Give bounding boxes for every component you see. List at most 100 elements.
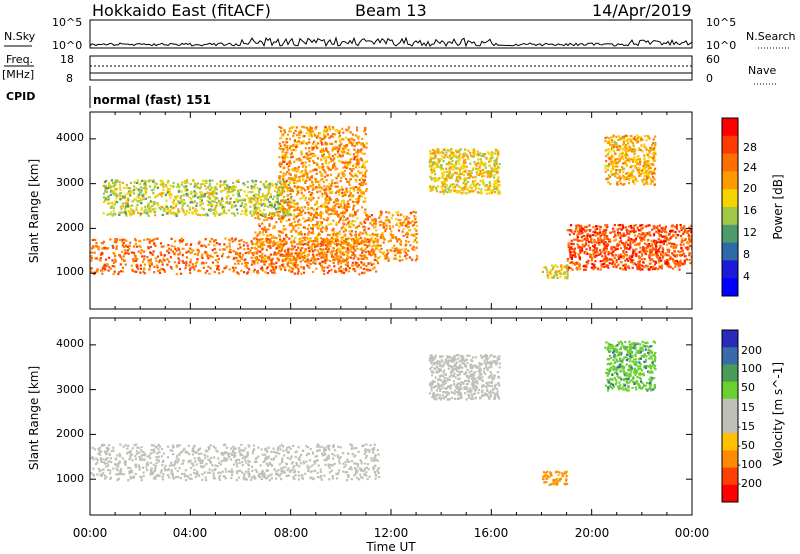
power-cell <box>354 270 357 273</box>
power-cell <box>149 258 152 261</box>
power-cell <box>603 236 606 239</box>
power-cell <box>213 270 216 274</box>
power-cell <box>106 213 109 216</box>
power-cell <box>452 165 455 168</box>
power-cell <box>193 185 196 188</box>
power-cell <box>429 186 432 189</box>
power-cell <box>331 164 335 167</box>
power-cell <box>364 175 367 178</box>
power-cell <box>323 242 326 245</box>
power-cell <box>673 262 676 265</box>
power-cell <box>325 149 328 152</box>
power-cell <box>183 182 186 185</box>
power-cell <box>626 266 629 269</box>
power-cell <box>322 134 326 137</box>
power-cell <box>603 260 606 263</box>
power-cell <box>338 243 342 246</box>
power-cell <box>452 153 455 156</box>
power-cell <box>230 212 233 215</box>
power-cell <box>252 237 256 240</box>
power-cell <box>633 231 636 234</box>
freq-panel: Freq. [MHz] 18 8 60 0 Nave <box>2 53 776 85</box>
power-cell <box>352 248 355 251</box>
power-cell <box>212 200 215 203</box>
power-cell <box>313 216 316 219</box>
power-cell <box>484 170 487 174</box>
power-cell <box>473 160 476 164</box>
power-cell <box>356 161 359 164</box>
power-cell <box>638 260 641 263</box>
power-cell <box>149 200 152 203</box>
power-cell <box>325 192 328 195</box>
power-cell <box>259 209 262 212</box>
power-cell <box>592 230 595 233</box>
power-cell <box>328 196 331 199</box>
power-cell <box>265 218 268 221</box>
power-cell <box>238 254 241 258</box>
power-cell <box>178 201 181 204</box>
power-cell <box>156 186 159 189</box>
power-cell <box>140 201 143 204</box>
power-cell <box>338 130 341 133</box>
power-cell <box>113 270 116 273</box>
power-cell <box>278 142 281 145</box>
power-cell <box>203 214 206 217</box>
power-cell <box>651 247 654 250</box>
power-cell <box>375 229 378 232</box>
power-cell <box>196 253 199 257</box>
power-cell <box>96 268 99 271</box>
power-cell <box>353 148 356 151</box>
power-cell <box>339 204 343 207</box>
power-cell <box>270 182 274 185</box>
power-cell <box>406 233 409 236</box>
power-cell <box>338 267 341 270</box>
power-cell <box>282 228 285 231</box>
power-cell <box>629 257 632 261</box>
power-cell <box>345 208 348 212</box>
power-cell <box>456 159 459 162</box>
power-cell <box>207 208 211 211</box>
power-cell <box>343 240 346 243</box>
power-cell <box>273 243 277 246</box>
power-cell <box>384 230 387 233</box>
power-cell <box>164 210 167 213</box>
power-cell <box>585 261 588 264</box>
power-cell <box>260 204 263 207</box>
power-cell <box>333 231 336 234</box>
power-cell <box>315 172 318 175</box>
power-cell <box>353 189 356 192</box>
power-cell <box>302 135 305 138</box>
power-cell <box>327 202 330 205</box>
power-cell <box>138 239 141 243</box>
power-cell <box>232 269 236 272</box>
power-cell <box>280 189 284 192</box>
power-cell <box>683 259 686 262</box>
power-cell <box>266 217 270 220</box>
power-cell <box>346 180 349 183</box>
power-cell <box>196 186 200 189</box>
power-cell <box>311 218 314 221</box>
power-cell <box>315 125 318 129</box>
power-cell <box>278 180 281 183</box>
power-cell <box>123 238 126 241</box>
power-cell <box>194 182 197 185</box>
power-cell <box>615 261 618 264</box>
power-cell <box>225 265 228 268</box>
power-cell <box>255 248 258 251</box>
power-cell <box>114 181 117 184</box>
power-cell <box>479 170 482 173</box>
power-cell <box>594 234 597 237</box>
power-cell <box>256 200 259 204</box>
power-cell <box>383 238 386 241</box>
power-cell <box>185 179 188 182</box>
power-cell <box>359 184 362 187</box>
power-cell <box>340 244 343 248</box>
power-cell <box>145 180 148 183</box>
power-cell <box>583 225 586 229</box>
power-cell <box>122 255 125 258</box>
power-cell <box>482 171 485 175</box>
power-cell <box>455 167 458 170</box>
power-cell <box>294 167 297 170</box>
power-cell <box>311 224 315 227</box>
power-cell <box>322 150 325 153</box>
